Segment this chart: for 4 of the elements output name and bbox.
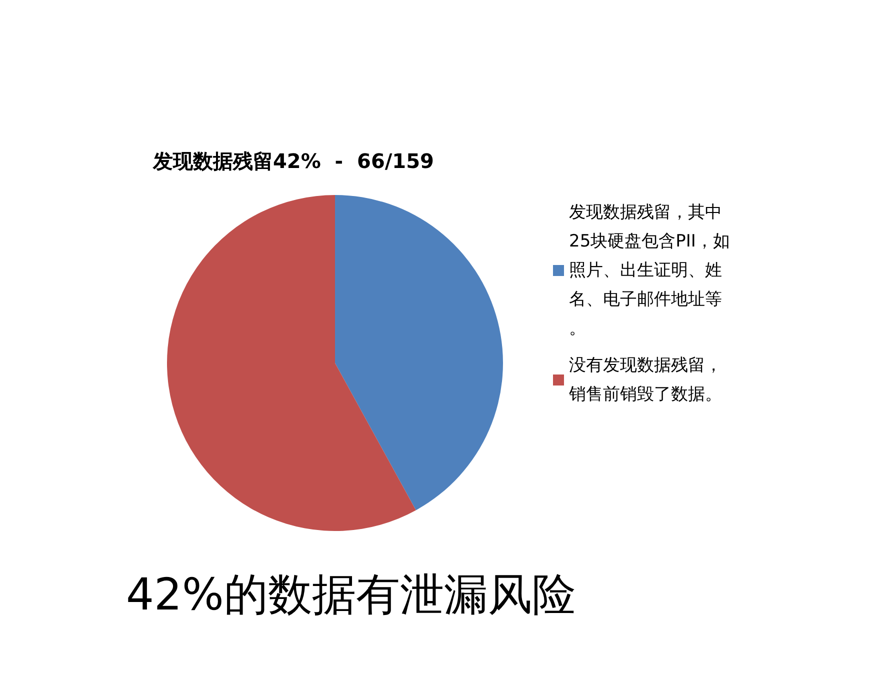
- legend-label: 发现数据残留，其中25块硬盘包含PII，如照片、出生证明、姓名、电子邮件地址等。: [569, 202, 730, 338]
- chart-title: 发现数据残留42% - 66/159: [152, 149, 434, 173]
- text: 42%的数据有泄漏风险: [126, 570, 576, 620]
- legend-label: 没有发现数据残留，销售前销毁了数据。: [568, 356, 722, 404]
